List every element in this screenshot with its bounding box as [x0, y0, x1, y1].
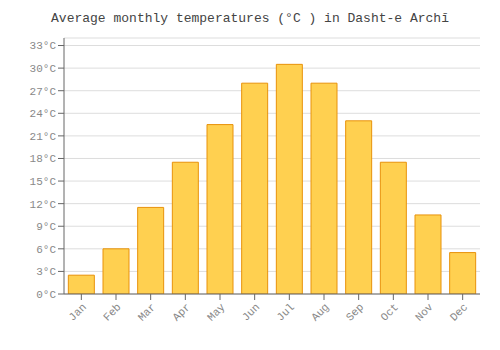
svg-text:Apr: Apr — [170, 301, 192, 323]
svg-text:Jun: Jun — [240, 301, 262, 323]
svg-text:Aug: Aug — [309, 301, 331, 323]
svg-text:15°C: 15°C — [30, 176, 57, 188]
svg-text:21°C: 21°C — [30, 131, 57, 143]
svg-text:18°C: 18°C — [30, 153, 57, 165]
svg-text:33°C: 33°C — [30, 40, 57, 52]
svg-text:Jan: Jan — [66, 301, 88, 323]
svg-text:24°C: 24°C — [30, 108, 57, 120]
svg-text:Sep: Sep — [344, 301, 366, 323]
svg-text:6°C: 6°C — [36, 244, 56, 256]
svg-text:May: May — [205, 301, 228, 324]
svg-text:30°C: 30°C — [30, 63, 57, 75]
svg-text:0°C: 0°C — [36, 289, 56, 301]
svg-text:27°C: 27°C — [30, 86, 57, 98]
svg-text:12°C: 12°C — [30, 199, 57, 211]
svg-text:3°C: 3°C — [36, 266, 56, 278]
svg-text:Oct: Oct — [378, 301, 400, 323]
svg-text:Nov: Nov — [413, 301, 436, 324]
svg-text:Mar: Mar — [136, 301, 158, 323]
svg-text:Feb: Feb — [101, 301, 123, 323]
svg-text:Jul: Jul — [274, 301, 296, 323]
svg-text:9°C: 9°C — [36, 221, 56, 233]
svg-text:Dec: Dec — [448, 301, 470, 323]
html-text:Average monthly temperatures (: Average monthly temperatures (°C ) in Da… — [51, 11, 449, 26]
